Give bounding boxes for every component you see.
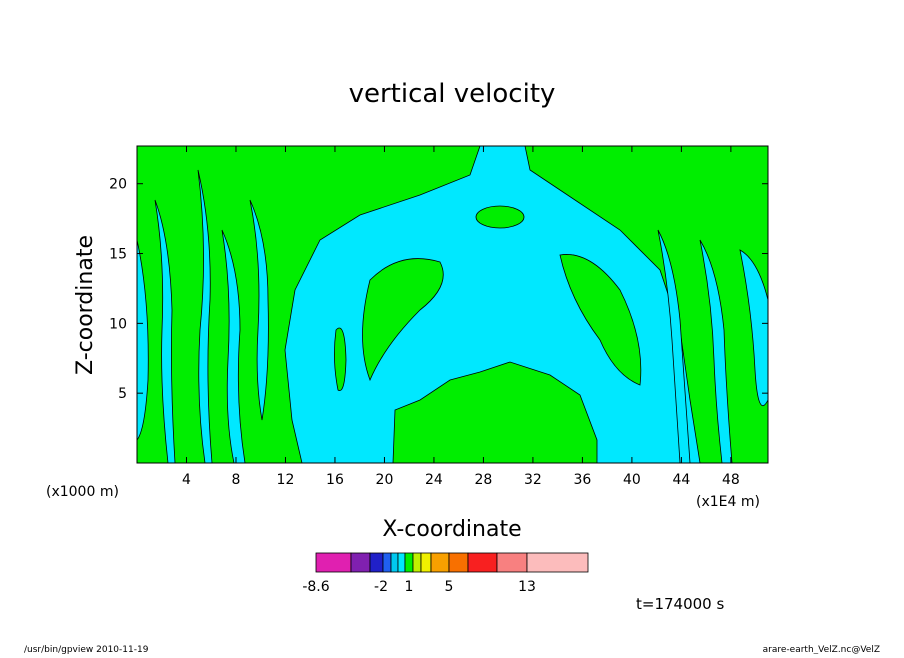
- x-tick-label: 24: [425, 472, 443, 488]
- contour-region: [362, 258, 444, 382]
- x-tick-label: 36: [573, 472, 591, 488]
- colorbar-tick-label: 1: [405, 579, 414, 595]
- x-tick-label: 12: [277, 472, 295, 488]
- contour-region: [249, 199, 269, 421]
- y-tick-label: 15: [109, 247, 127, 263]
- colorbar-swatch: [448, 552, 469, 573]
- x-tick-label: 32: [524, 472, 542, 488]
- colorbar-swatch: [467, 552, 498, 573]
- contour-region: [559, 254, 642, 386]
- colorbar-tick-label: 13: [518, 579, 536, 595]
- colorbar-swatch: [369, 552, 384, 573]
- colorbar-swatch: [350, 552, 371, 573]
- contour-regions: [136, 145, 769, 464]
- time-label: t=174000 s: [636, 595, 724, 613]
- colorbar-swatch: [420, 552, 432, 573]
- contour-region: [475, 205, 525, 229]
- y-tick-label: 5: [118, 386, 127, 402]
- x-tick-label: 48: [722, 472, 740, 488]
- footer-right: arare-earth_VelZ.nc@VelZ: [763, 645, 880, 654]
- chart-title: vertical velocity: [349, 79, 556, 109]
- colorbar-swatch: [430, 552, 450, 573]
- contour-field: [136, 145, 769, 464]
- colorbar-swatch: [315, 552, 352, 573]
- x-tick-label: 40: [623, 472, 641, 488]
- x-scale-note: (x1E4 m): [696, 494, 760, 510]
- y-tick-label: 10: [109, 316, 127, 332]
- colorbar-tick-label: 5: [445, 579, 454, 595]
- colorbar-swatch: [382, 552, 392, 573]
- colorbar-tick-label: -2: [374, 579, 388, 595]
- colorbar-swatch: [390, 552, 399, 573]
- x-tick-label: 8: [232, 472, 241, 488]
- x-tick-label: 16: [326, 472, 344, 488]
- x-unit: (x1000 m): [46, 484, 119, 500]
- colorbar-swatch: [397, 552, 406, 573]
- contour-region: [392, 361, 598, 464]
- plot-frame: [136, 145, 769, 464]
- contour-region: [334, 327, 347, 392]
- x-tick-label: 28: [475, 472, 493, 488]
- x-axis-label: X-coordinate: [382, 517, 521, 542]
- x-tick-label: 44: [672, 472, 690, 488]
- contour-region: [739, 249, 769, 407]
- colorbar-swatch: [496, 552, 528, 573]
- x-tick-label: 20: [376, 472, 394, 488]
- colorbar-swatch: [404, 552, 414, 573]
- colorbar-swatch: [412, 552, 422, 573]
- contour-region: [136, 239, 149, 442]
- y-tick-label: 20: [109, 177, 127, 193]
- y-axis-label: Z-coordinate: [73, 235, 98, 375]
- x-tick-label: 4: [182, 472, 191, 488]
- colorbar-tick-label: -8.6: [302, 579, 329, 595]
- footer-left: /usr/bin/gpview 2010-11-19: [24, 645, 149, 654]
- colorbar-swatch: [526, 552, 589, 573]
